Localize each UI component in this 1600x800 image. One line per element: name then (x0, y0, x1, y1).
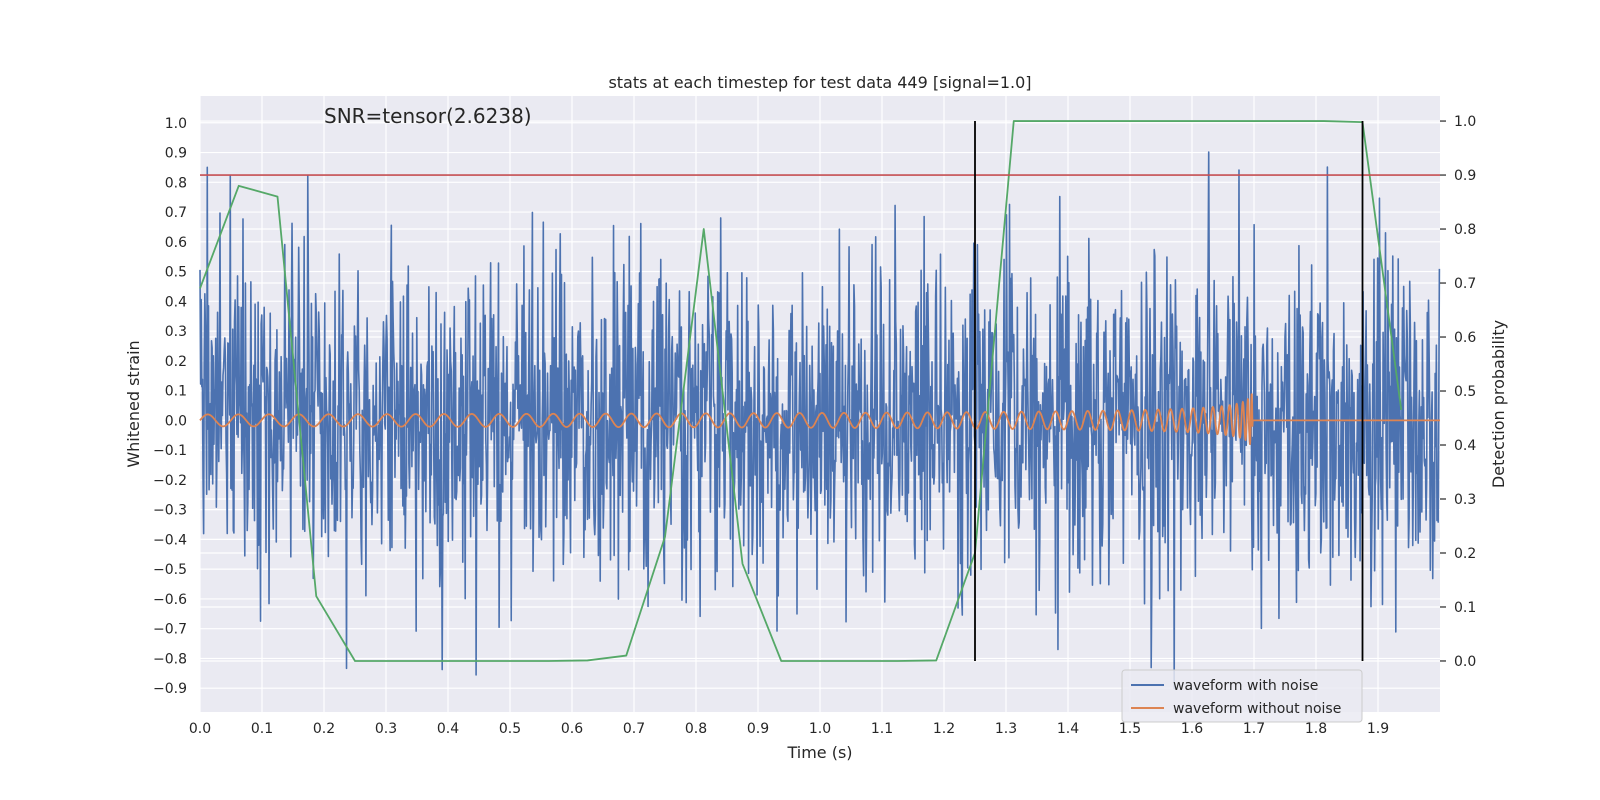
x-tick-label: 0.2 (313, 721, 335, 737)
y-tick-label: 0.4 (165, 294, 187, 310)
legend: waveform with noise waveform without noi… (1121, 669, 1363, 723)
y-tick-label: 0.5 (165, 265, 187, 281)
legend-label-clean: waveform without noise (1173, 701, 1341, 717)
y-right-tick-label: 0.9 (1454, 168, 1476, 184)
x-tick-label: 1.2 (933, 721, 955, 737)
y-right-tick-label: 0.5 (1454, 384, 1476, 400)
y-right-tick-label: 0.2 (1454, 546, 1476, 562)
y-tick-label: −0.2 (153, 473, 187, 489)
y-axis-right-label: Detection probability (1489, 320, 1508, 488)
x-tick-label: 1.7 (1243, 721, 1265, 737)
y-tick-label: 0.3 (165, 324, 187, 340)
x-tick-label: 0.4 (437, 721, 459, 737)
y-tick-label: 0.7 (165, 205, 187, 221)
y-tick-label: 0.6 (165, 235, 187, 251)
y-axis-left: −0.9 −0.8 −0.7 −0.6 −0.5 −0.4 −0.3 −0.2 −0.1 0.0 0… (153, 116, 187, 697)
y-tick-label: −0.8 (153, 651, 187, 667)
legend-label-noise: waveform with noise (1173, 678, 1318, 694)
y-right-tick-label: 0.0 (1454, 654, 1476, 670)
y-tick-label: 0.9 (165, 146, 187, 162)
x-tick-label: 0.3 (375, 721, 397, 737)
y-right-tick-label: 0.3 (1454, 492, 1476, 508)
y-right-tick-label: 0.4 (1454, 438, 1476, 454)
y-tick-label: −0.4 (153, 532, 187, 548)
chart-title: stats at each timestep for test data 449… (608, 73, 1031, 92)
x-tick-label: 0.1 (251, 721, 273, 737)
y-axis-right: 0.0 0.1 0.2 0.3 0.4 0.5 0.6 0.7 0.8 0.9 1.0 (1440, 114, 1476, 670)
y-tick-label: 0.0 (165, 413, 187, 429)
y-right-tick-label: 0.1 (1454, 600, 1476, 616)
x-tick-label: 0.9 (747, 721, 769, 737)
x-tick-label: 1.8 (1305, 721, 1327, 737)
x-tick-label: 1.6 (1181, 721, 1203, 737)
x-tick-label: 0.0 (189, 721, 211, 737)
x-axis: 0.0 0.1 0.2 0.3 0.4 0.5 0.6 0.7 0.8 0.9 1.0 1.1 1.2 1… (189, 721, 1389, 737)
y-right-tick-label: 0.7 (1454, 276, 1476, 292)
plot-area (199, 120, 1441, 689)
x-tick-label: 0.7 (623, 721, 645, 737)
y-tick-label: 0.2 (165, 354, 187, 370)
y-right-tick-label: 0.6 (1454, 330, 1476, 346)
legend-box (1121, 669, 1363, 723)
y-tick-label: 0.1 (165, 384, 187, 400)
series-line-1 (199, 393, 1441, 446)
x-tick-label: 1.4 (1057, 721, 1079, 737)
y-tick-label: −0.1 (153, 443, 187, 459)
x-tick-label: 1.3 (995, 721, 1017, 737)
x-tick-label: 1.0 (809, 721, 831, 737)
y-right-tick-label: 0.8 (1454, 222, 1476, 238)
x-tick-label: 1.1 (871, 721, 893, 737)
y-tick-label: −0.9 (153, 681, 187, 697)
x-axis-label: Time (s) (786, 743, 852, 762)
x-tick-label: 0.6 (561, 721, 583, 737)
y-tick-label: −0.3 (153, 503, 187, 519)
x-tick-label: 0.8 (685, 721, 707, 737)
x-tick-label: 1.9 (1367, 721, 1389, 737)
y-tick-label: −0.6 (153, 592, 187, 608)
y-axis-label: Whitened strain (124, 340, 143, 467)
series-line-2 (199, 120, 1403, 662)
x-tick-label: 1.5 (1119, 721, 1141, 737)
y-tick-label: 0.8 (165, 175, 187, 191)
snr-annotation: SNR=tensor(2.6238) (324, 104, 532, 128)
y-tick-label: −0.7 (153, 622, 187, 638)
x-tick-label: 0.5 (499, 721, 521, 737)
y-tick-label: −0.5 (153, 562, 187, 578)
y-right-tick-label: 1.0 (1454, 114, 1476, 130)
y-tick-label: 1.0 (165, 116, 187, 132)
